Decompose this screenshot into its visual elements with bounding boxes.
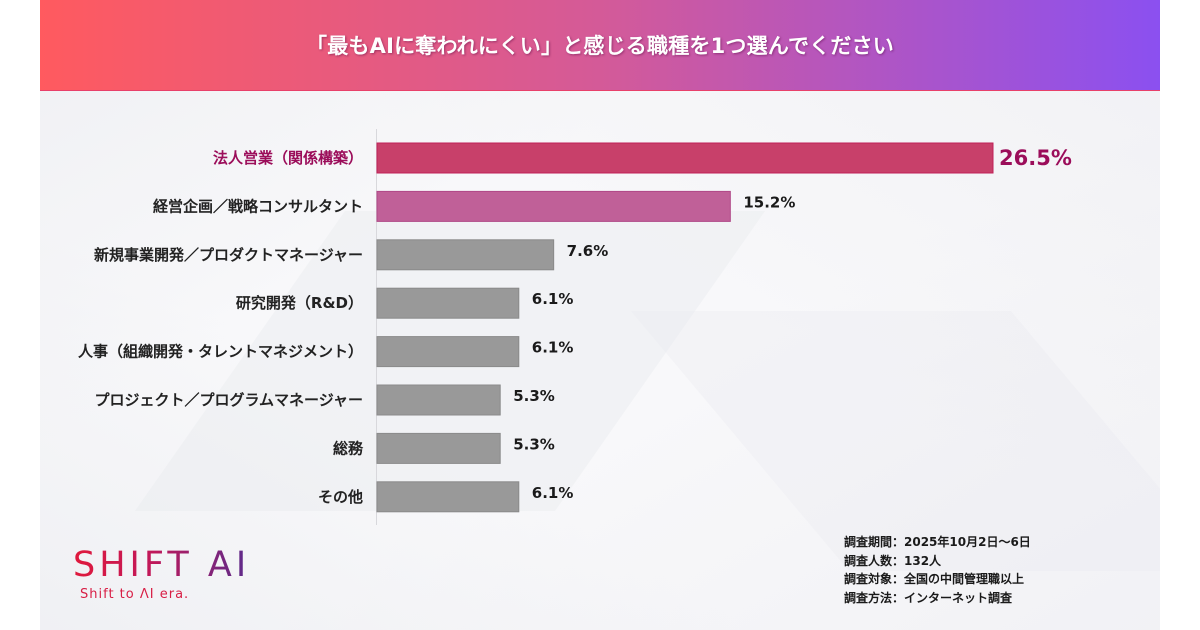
category-label: 人事（組織開発・タレントマネジメント） <box>78 343 363 361</box>
value-label: 6.1% <box>532 484 574 502</box>
category-label: 研究開発（R&D） <box>236 294 363 312</box>
value-label: 7.6% <box>567 242 609 260</box>
title-banner: 「最もAIに奪われにくい」と感じる職種を1つ選んでください <box>40 0 1160 91</box>
value-label: 5.3% <box>513 387 555 405</box>
logo-wordmark: SHIFT AI <box>73 545 251 585</box>
category-label: プロジェクト／プログラムマネージャー <box>94 391 363 409</box>
value-label: 6.1% <box>532 339 574 357</box>
survey-info: 調査期間：2025年10月2日〜6日 調査人数：132人 調査対象：全国の中間管… <box>844 533 1031 607</box>
category-label: 総務 <box>333 439 364 457</box>
survey-target: 調査対象：全国の中間管理職以上 <box>844 572 1025 586</box>
category-label: 新規事業開発／プロダクトマネージャー <box>94 246 363 264</box>
survey-period: 調査期間：2025年10月2日〜6日 <box>844 535 1031 549</box>
bar-2 <box>376 190 731 222</box>
category-label: 経営企画／戦略コンサルタント <box>153 197 363 215</box>
chart-title: 「最もAIに奪われにくい」と感じる職種を1つ選んでください <box>306 34 894 58</box>
value-label: 15.2% <box>743 193 795 211</box>
bar-7 <box>376 432 501 464</box>
chart-panel: 法人営業（関係構築） 26.5% 経営企画／戦略コンサルタント 15.2% 新規事業開発… <box>40 91 1160 630</box>
shift-ai-logo: SHIFT AI Shift to ΛI era. <box>73 545 250 602</box>
bar-1 <box>376 142 994 174</box>
value-label: 5.3% <box>513 435 555 453</box>
category-label: 法人営業（関係構築） <box>213 149 363 167</box>
value-label: 6.1% <box>532 290 574 308</box>
bar-5 <box>376 336 520 368</box>
survey-sample-size: 調査人数：132人 <box>844 553 942 568</box>
bar-3 <box>376 239 555 271</box>
category-label: その他 <box>318 488 363 506</box>
bar-6 <box>376 384 501 416</box>
survey-method: 調査方法：インターネット調査 <box>844 590 1013 605</box>
bar-chart: 法人営業（関係構築） 26.5% 経営企画／戦略コンサルタント 15.2% 新規事業開発… <box>78 129 1072 525</box>
bar-4 <box>376 287 520 319</box>
logo-tagline: Shift to ΛI era. <box>80 587 190 602</box>
bar-8 <box>376 481 520 513</box>
value-label: 26.5% <box>999 146 1072 170</box>
